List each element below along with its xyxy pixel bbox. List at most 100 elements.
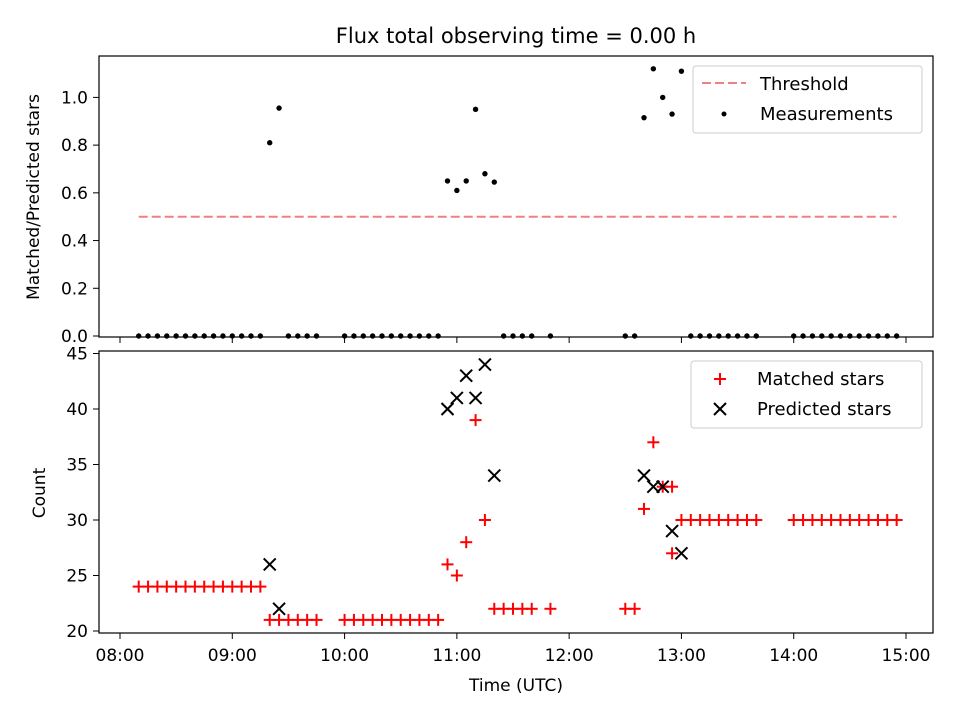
- measurement-point: [407, 333, 413, 339]
- matched-star-point: [432, 613, 445, 626]
- measurement-point: [875, 333, 881, 339]
- measurement-point: [454, 187, 460, 194]
- legend-measurements-label: Measurements: [760, 104, 893, 125]
- measurement-point: [725, 333, 731, 339]
- measurement-point: [669, 111, 675, 117]
- predicted-star-d2: [468, 391, 483, 405]
- measurement-point: [482, 171, 488, 177]
- measurement-point: [856, 333, 862, 339]
- top-y-axis-label: Matched/Predicted stars: [24, 94, 44, 300]
- matched-star-point: [460, 536, 473, 549]
- legend-predicted-swatch: [713, 402, 727, 416]
- measurement-point: [173, 333, 179, 339]
- predicted-star-d2: [656, 479, 670, 494]
- measurement-point: [744, 333, 750, 339]
- measurement-point: [753, 333, 759, 339]
- measurement-point: [257, 333, 264, 339]
- measurement-point: [893, 333, 900, 339]
- measurement-point: [660, 94, 666, 101]
- measurement-point: [547, 333, 554, 339]
- measurement-point: [313, 333, 320, 339]
- measurement-point: [435, 333, 441, 339]
- matched-star-point: [628, 602, 641, 615]
- predicted-star-point: [674, 546, 689, 561]
- measurement-point: [622, 333, 628, 339]
- matched-star-point: [666, 480, 679, 493]
- legend-predicted-label: Predicted stars: [757, 399, 891, 420]
- measurement-point: [388, 333, 395, 339]
- bottom-x-tick-label: 14:00: [769, 646, 818, 666]
- measurement-point: [828, 333, 834, 339]
- measurement-point: [192, 333, 198, 339]
- measurement-point: [136, 333, 142, 339]
- measurement-point: [519, 333, 526, 339]
- predicted-star-point: [665, 524, 679, 538]
- predicted-star-point: [450, 391, 464, 405]
- legend-threshold-label: Threshold: [759, 74, 849, 95]
- bottom-y-tick-label: 45: [66, 345, 88, 365]
- bottom-x-tick-label: 08:00: [96, 646, 145, 666]
- matched-star-point: [750, 514, 763, 526]
- bottom-y-tick-label: 25: [66, 567, 88, 587]
- measurement-point: [529, 333, 535, 339]
- measurement-point: [819, 333, 825, 339]
- predicted-star-point: [440, 402, 455, 416]
- measurement-point: [229, 333, 235, 339]
- measurement-point: [884, 333, 890, 339]
- predicted-star-point: [487, 468, 501, 483]
- measurement-point: [641, 114, 647, 121]
- legend-measurements-swatch: [721, 111, 727, 117]
- bottom-y-tick-label: 40: [66, 400, 88, 420]
- measurement-point: [865, 333, 872, 339]
- bottom-y-tick-label: 20: [66, 622, 88, 642]
- predicted-star-d2: [674, 546, 689, 561]
- measurement-point: [463, 178, 469, 184]
- predicted-star-d2: [637, 468, 651, 483]
- measurement-point: [716, 333, 722, 339]
- bottom-plot-area: 20 25 30 35 40 45 08:00 09:00 10:00 11:00 12:00 13:…: [66, 345, 930, 667]
- measurement-point: [182, 333, 189, 339]
- matched-star-point: [890, 514, 903, 526]
- bottom-x-tick-label: 13:00: [657, 646, 706, 666]
- predicted-star-d2: [665, 524, 679, 538]
- matched-star-point: [666, 547, 679, 560]
- measurement-point: [351, 333, 357, 339]
- bottom-x-tick-label: 10:00: [320, 646, 369, 666]
- matched-star-point: [544, 602, 557, 615]
- top-plot-frame: [98, 55, 934, 338]
- measurement-point: [426, 333, 432, 339]
- legend-matched-swatch: [714, 373, 726, 385]
- predicted-star-point: [459, 368, 473, 383]
- predicted-star-point: [468, 391, 483, 405]
- measurement-point: [276, 105, 282, 111]
- matched-star-point: [450, 569, 463, 582]
- matched-star-point: [469, 414, 482, 427]
- measurement-point: [210, 333, 217, 339]
- measurement-point: [369, 333, 376, 339]
- top-y-tick-label: 0.2: [61, 279, 88, 299]
- predicted-star-point: [478, 357, 492, 372]
- measurement-point: [285, 333, 292, 339]
- measurement-point: [734, 333, 741, 339]
- measurement-point: [697, 333, 703, 339]
- measurement-point: [145, 333, 151, 339]
- bottom-x-tick-label: 11:00: [432, 646, 481, 666]
- predicted-star-d2: [459, 368, 473, 383]
- bottom-x-tick-label: 09:00: [208, 646, 257, 666]
- measurement-point: [688, 333, 694, 339]
- matched-star-point: [638, 502, 650, 515]
- measurement-point: [341, 333, 348, 339]
- measurement-point: [678, 68, 685, 74]
- top-y-tick-label: 0.6: [61, 184, 88, 204]
- measurement-point: [154, 333, 161, 339]
- measurement-point: [472, 106, 479, 113]
- predicted-star-d2: [263, 557, 277, 572]
- bottom-plot-frame: [98, 350, 934, 634]
- measurement-point: [267, 140, 273, 146]
- top-y-tick-label: 0.4: [61, 232, 88, 252]
- measurement-point: [847, 333, 853, 339]
- bottom-legend-box: [690, 360, 923, 429]
- bottom-y-axis-label: Count: [30, 467, 50, 518]
- matched-star-point: [310, 613, 323, 626]
